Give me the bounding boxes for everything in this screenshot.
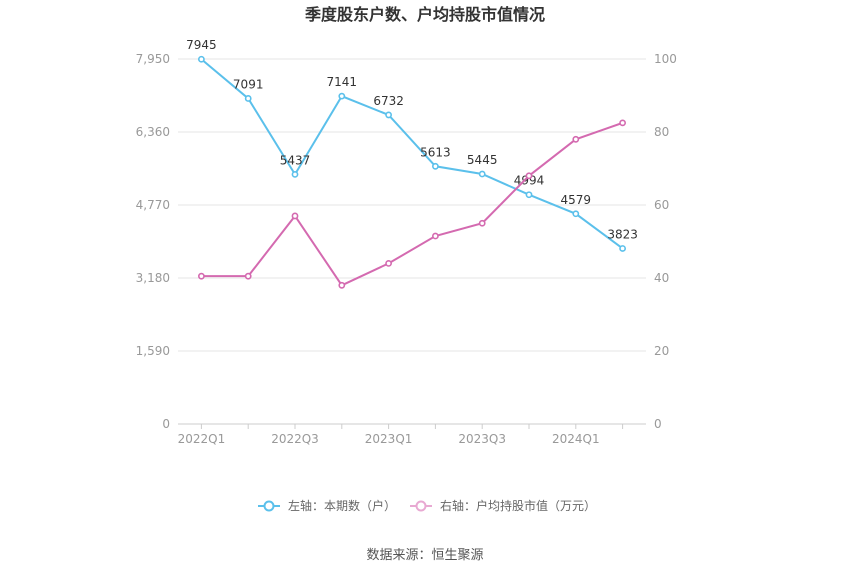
grid: [178, 58, 646, 425]
right-tick-label: 80: [654, 125, 669, 139]
data-label: 7945: [186, 38, 217, 52]
legend-marker: [415, 500, 427, 512]
data-label: 5437: [280, 153, 311, 167]
series-line: [200, 58, 624, 250]
data-label: 6732: [373, 94, 404, 108]
legend-marker: [263, 500, 275, 512]
legend-item[interactable]: 左轴：本期数（户）: [258, 498, 396, 513]
data-label: 7091: [233, 77, 264, 91]
data-point: [572, 210, 580, 218]
series-2: [197, 119, 626, 289]
left-tick-label: 0: [162, 417, 170, 431]
data-point: [572, 135, 580, 143]
x-tick-label: 2024Q1: [552, 432, 600, 446]
data-point: [291, 212, 299, 220]
data-point: [431, 162, 439, 170]
data-point: [385, 259, 392, 267]
data-label: 5613: [420, 145, 451, 159]
left-tick-label: 7,950: [136, 52, 170, 66]
right-tick-label: 60: [654, 198, 669, 212]
left-tick-label: 4,770: [136, 198, 170, 212]
data-point: [244, 272, 252, 280]
data-label: 7141: [327, 75, 358, 89]
data-point: [385, 111, 392, 119]
data-label: 4579: [561, 193, 592, 207]
data-point: [244, 95, 252, 102]
data-point: [619, 119, 626, 127]
right-tick-label: 100: [654, 52, 677, 66]
chart-title: 季度股东户数、户均持股市值情况: [304, 5, 545, 24]
x-tick-label: 2022Q1: [178, 432, 226, 446]
data-point: [338, 92, 346, 100]
right-tick-label: 40: [654, 271, 669, 285]
data-point: [291, 170, 299, 178]
data-point: [197, 55, 205, 63]
data-point: [431, 232, 439, 240]
data-point: [478, 170, 486, 178]
legend-label: 右轴：户均持股市值（万元）: [440, 498, 596, 513]
data-point: [525, 172, 533, 180]
data-label: 3823: [607, 227, 638, 241]
right-tick-label: 20: [654, 344, 669, 358]
data-point: [197, 272, 205, 280]
left-tick-label: 6,360: [136, 125, 170, 139]
x-tick-label: 2022Q3: [271, 432, 319, 446]
legend-label: 左轴：本期数（户）: [288, 498, 396, 513]
left-tick-label: 1,590: [136, 344, 170, 358]
data-label: 5445: [467, 153, 498, 167]
left-tick-label: 3,180: [136, 271, 170, 285]
data-point: [478, 219, 486, 227]
legend: 左轴：本期数（户） 右轴：户均持股市值（万元）: [258, 498, 596, 513]
left-axis: 0 1,590 3,180 4,770 6,360 7,950: [136, 52, 170, 431]
data-point: [338, 281, 346, 289]
x-tick-label: 2023Q1: [365, 432, 413, 446]
right-axis: 0 20 40 60 80 100: [654, 52, 677, 431]
data-point: [619, 245, 626, 252]
right-tick-label: 0: [654, 417, 662, 431]
source-note: 数据来源：恒生聚源: [366, 548, 483, 563]
series-line: [201, 121, 623, 287]
x-axis: 2022Q1 2022Q3 2023Q1 2023Q3 2024Q1: [178, 424, 624, 446]
x-tick-label: 2023Q3: [458, 432, 506, 446]
legend-item[interactable]: 右轴：户均持股市值（万元）: [410, 498, 596, 513]
data-point: [525, 191, 533, 199]
